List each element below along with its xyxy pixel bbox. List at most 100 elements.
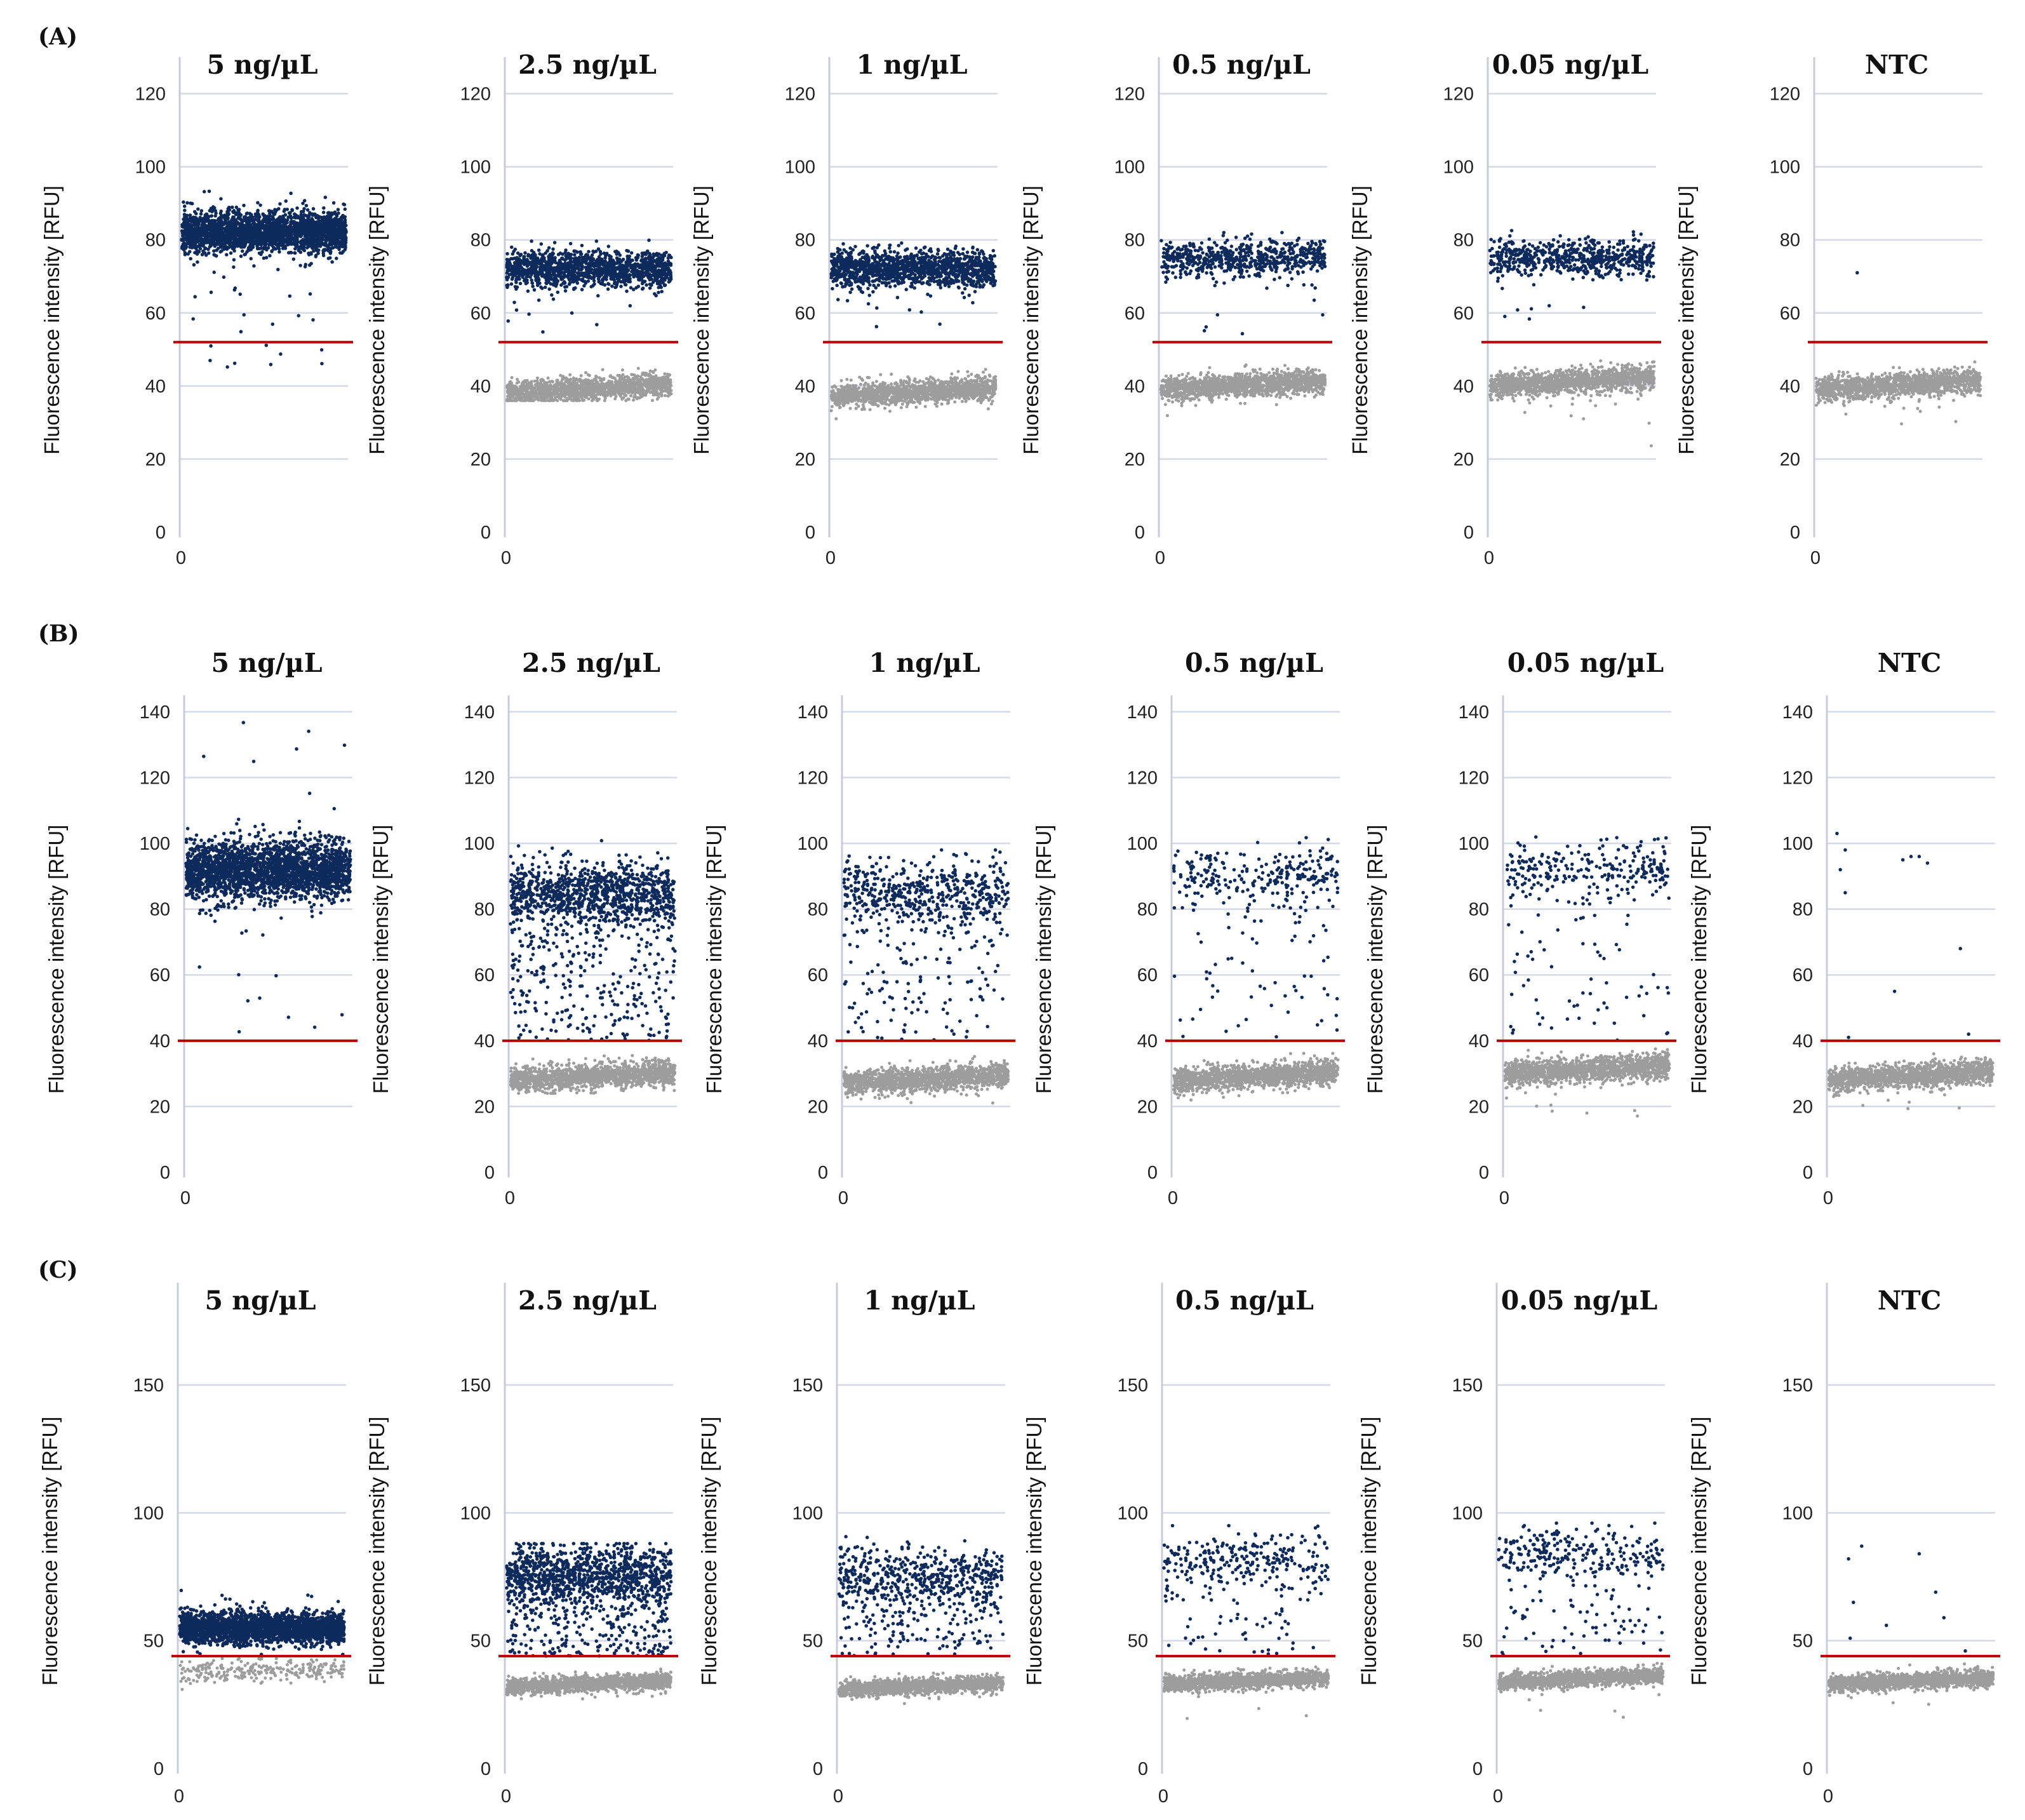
x-tick-label: 0 bbox=[501, 548, 511, 568]
y-tick-label: 140 bbox=[798, 702, 828, 723]
y-axis-label: Fluorescence intensity [RFU] bbox=[1348, 185, 1372, 455]
y-tick-label: 120 bbox=[464, 768, 495, 788]
y-tick-label: 120 bbox=[1127, 768, 1158, 788]
subplot-6: 0 50 100 150 0 Fluorescence intensity [RFU] NT… bbox=[1687, 1283, 2000, 1807]
negative-droplets bbox=[505, 366, 673, 403]
y-tick-label: 80 bbox=[808, 900, 828, 920]
subplot-title: 0.5 ng/µL bbox=[1185, 648, 1323, 678]
y-tick-label: 80 bbox=[1125, 231, 1145, 251]
negative-droplets bbox=[1814, 360, 1982, 425]
y-tick-label: 0 bbox=[154, 1759, 164, 1779]
x-tick-label: 0 bbox=[174, 1786, 184, 1807]
y-axis-label: Fluorescence intensity [RFU] bbox=[1019, 185, 1043, 455]
negative-droplets bbox=[1827, 1662, 1995, 1706]
subplot-title: 5 ng/µL bbox=[211, 648, 322, 678]
y-axis-label: Fluorescence intensity [RFU] bbox=[1022, 1417, 1046, 1686]
panel-label: (B) bbox=[38, 620, 79, 647]
y-tick-label: 60 bbox=[1780, 304, 1800, 324]
y-tick-label: 0 bbox=[1790, 523, 1800, 543]
y-tick-label: 0 bbox=[1464, 523, 1474, 543]
y-tick-label: 80 bbox=[795, 231, 815, 251]
y-tick-label: 0 bbox=[1803, 1163, 1813, 1183]
x-tick-label: 0 bbox=[1493, 1786, 1503, 1807]
y-tick-label: 80 bbox=[1469, 900, 1489, 920]
y-tick-label: 0 bbox=[481, 523, 491, 543]
y-axis-label: Fluorescence intensity [RFU] bbox=[702, 825, 726, 1094]
positive-droplets bbox=[180, 189, 348, 369]
positive-droplets bbox=[1172, 836, 1340, 1039]
y-tick-label: 100 bbox=[464, 834, 495, 854]
subplot-title: NTC bbox=[1878, 1285, 1942, 1316]
negative-droplets bbox=[837, 1671, 1005, 1706]
y-tick-label: 40 bbox=[795, 377, 815, 397]
y-tick-label: 100 bbox=[460, 157, 491, 178]
positive-droplets bbox=[505, 238, 673, 334]
subplot-5: 0 20 40 60 80 100 120 140 0 Fluorescence intensit… bbox=[1363, 648, 1676, 1208]
y-tick-label: 0 bbox=[160, 1163, 170, 1183]
y-tick-label: 120 bbox=[460, 84, 491, 105]
y-tick-label: 80 bbox=[1793, 900, 1813, 920]
positive-droplets bbox=[178, 1588, 346, 1656]
x-tick-label: 0 bbox=[176, 548, 186, 568]
subplot-title: 0.05 ng/µL bbox=[1501, 1285, 1657, 1316]
y-tick-label: 60 bbox=[145, 304, 166, 324]
y-tick-label: 100 bbox=[1114, 157, 1145, 178]
y-tick-label: 80 bbox=[1780, 231, 1800, 251]
y-tick-label: 100 bbox=[792, 1503, 823, 1523]
y-tick-label: 120 bbox=[785, 84, 815, 105]
y-axis-label: Fluorescence intensity [RFU] bbox=[369, 825, 392, 1094]
y-tick-label: 80 bbox=[471, 231, 491, 251]
subplot-1: 0 20 40 60 80 100 120 0 Fluorescence intensity [… bbox=[40, 50, 353, 568]
y-tick-label: 120 bbox=[798, 768, 828, 788]
y-tick-label: 60 bbox=[1454, 304, 1474, 324]
negative-droplets bbox=[178, 1657, 346, 1691]
y-tick-label: 60 bbox=[1137, 965, 1158, 986]
y-axis-label: Fluorescence intensity [RFU] bbox=[38, 1417, 62, 1686]
subplot-6: 0 20 40 60 80 100 120 140 0 Fluorescence intensit… bbox=[1687, 648, 2000, 1208]
subplot-title: 0.05 ng/µL bbox=[1507, 648, 1664, 678]
y-tick-label: 50 bbox=[144, 1631, 164, 1652]
y-tick-label: 150 bbox=[1118, 1375, 1148, 1396]
y-tick-label: 0 bbox=[1135, 523, 1145, 543]
x-tick-label: 0 bbox=[505, 1188, 515, 1208]
y-tick-label: 60 bbox=[808, 965, 828, 986]
negative-droplets bbox=[505, 1667, 673, 1701]
subplot-title: 5 ng/µL bbox=[204, 1285, 316, 1316]
negative-droplets bbox=[842, 1055, 1010, 1105]
subplot-1: 0 20 40 60 80 100 120 140 0 Fluorescence intensit… bbox=[44, 648, 358, 1208]
panel-3: (C) 0 50 100 150 0 Fluorescence intensity [RFU… bbox=[38, 1257, 2000, 1807]
subplot-3: 0 50 100 150 0 Fluorescence intensity [RFU] 1 … bbox=[697, 1283, 1010, 1807]
x-tick-label: 0 bbox=[833, 1786, 843, 1807]
negative-droplets bbox=[1827, 1052, 1995, 1111]
y-tick-label: 80 bbox=[145, 231, 166, 251]
y-tick-label: 100 bbox=[1452, 1503, 1483, 1523]
x-tick-label: 0 bbox=[1155, 548, 1165, 568]
y-axis-label: Fluorescence intensity [RFU] bbox=[1674, 185, 1698, 455]
y-axis-label: Fluorescence intensity [RFU] bbox=[1687, 1417, 1711, 1686]
positive-droplets bbox=[509, 839, 677, 1042]
panel-label: (A) bbox=[38, 23, 77, 50]
y-tick-label: 60 bbox=[1793, 965, 1813, 986]
subplot-title: 2.5 ng/µL bbox=[522, 648, 660, 678]
y-tick-label: 40 bbox=[1469, 1031, 1489, 1052]
y-tick-label: 150 bbox=[1782, 1375, 1813, 1396]
y-tick-label: 0 bbox=[805, 523, 815, 543]
y-tick-label: 120 bbox=[1770, 84, 1800, 105]
x-tick-label: 0 bbox=[1499, 1188, 1509, 1208]
y-tick-label: 100 bbox=[1127, 834, 1158, 854]
y-tick-label: 20 bbox=[1793, 1097, 1813, 1117]
y-tick-label: 120 bbox=[1459, 768, 1489, 788]
negative-droplets bbox=[1172, 1052, 1340, 1102]
subplot-4: 0 50 100 150 0 Fluorescence intensity [RFU] 0.… bbox=[1022, 1283, 1335, 1807]
y-tick-label: 60 bbox=[795, 304, 815, 324]
negative-droplets bbox=[1159, 363, 1327, 417]
y-tick-label: 100 bbox=[135, 157, 166, 178]
y-tick-label: 80 bbox=[1454, 231, 1474, 251]
subplot-title: 0.5 ng/µL bbox=[1172, 50, 1311, 80]
x-tick-label: 0 bbox=[838, 1188, 848, 1208]
y-axis-label: Fluorescence intensity [RFU] bbox=[44, 825, 68, 1094]
panel-1: (A) 0 20 40 60 80 100 120 0 Fluorescence intensit… bbox=[38, 23, 1988, 568]
y-tick-label: 50 bbox=[803, 1631, 823, 1652]
y-tick-label: 40 bbox=[1137, 1031, 1158, 1052]
